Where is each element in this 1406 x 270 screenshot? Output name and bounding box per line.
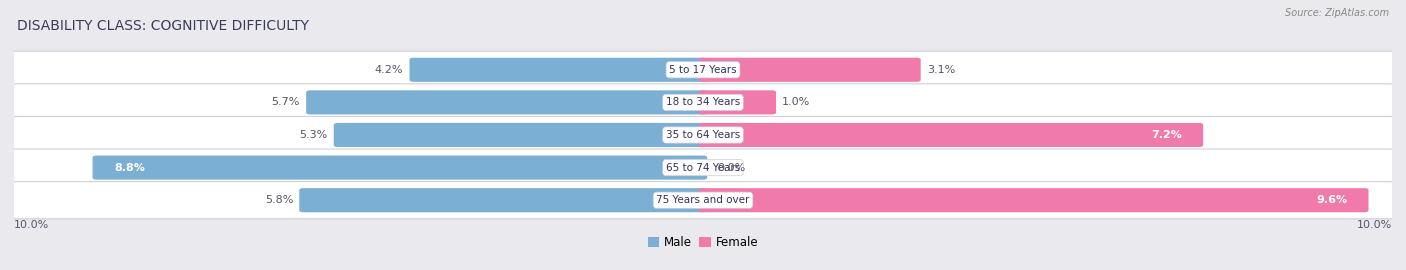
Text: DISABILITY CLASS: COGNITIVE DIFFICULTY: DISABILITY CLASS: COGNITIVE DIFFICULTY (17, 19, 309, 33)
Text: 0.0%: 0.0% (717, 163, 745, 173)
Text: 75 Years and over: 75 Years and over (657, 195, 749, 205)
FancyBboxPatch shape (307, 90, 707, 114)
Text: 10.0%: 10.0% (14, 220, 49, 230)
FancyBboxPatch shape (299, 188, 707, 212)
FancyBboxPatch shape (333, 123, 707, 147)
Text: Source: ZipAtlas.com: Source: ZipAtlas.com (1285, 8, 1389, 18)
Text: 65 to 74 Years: 65 to 74 Years (666, 163, 740, 173)
Text: 1.0%: 1.0% (782, 97, 810, 107)
Text: 4.2%: 4.2% (375, 65, 404, 75)
FancyBboxPatch shape (699, 58, 921, 82)
FancyBboxPatch shape (699, 123, 1204, 147)
Text: 9.6%: 9.6% (1316, 195, 1347, 205)
FancyBboxPatch shape (7, 84, 1399, 121)
FancyBboxPatch shape (7, 116, 1399, 154)
Text: 10.0%: 10.0% (1357, 220, 1392, 230)
FancyBboxPatch shape (7, 149, 1399, 186)
Text: 5.3%: 5.3% (299, 130, 328, 140)
Text: 7.2%: 7.2% (1152, 130, 1182, 140)
Text: 18 to 34 Years: 18 to 34 Years (666, 97, 740, 107)
FancyBboxPatch shape (7, 51, 1399, 88)
Text: 5.7%: 5.7% (271, 97, 299, 107)
Text: 3.1%: 3.1% (927, 65, 955, 75)
Text: 5.8%: 5.8% (264, 195, 292, 205)
Legend: Male, Female: Male, Female (643, 231, 763, 254)
Text: 35 to 64 Years: 35 to 64 Years (666, 130, 740, 140)
Text: 8.8%: 8.8% (114, 163, 145, 173)
FancyBboxPatch shape (93, 156, 707, 180)
FancyBboxPatch shape (7, 182, 1399, 219)
Text: 5 to 17 Years: 5 to 17 Years (669, 65, 737, 75)
FancyBboxPatch shape (699, 90, 776, 114)
FancyBboxPatch shape (409, 58, 707, 82)
FancyBboxPatch shape (699, 188, 1368, 212)
